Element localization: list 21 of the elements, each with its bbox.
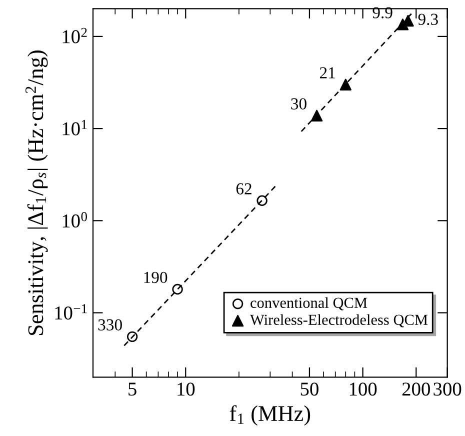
x-tick-label: 200 [402,382,430,396]
annotation: 9.3 [418,14,438,26]
x-tick-label: 100 [350,382,377,396]
annotation: 30 [291,98,306,110]
x-tick-label: 300 [434,382,462,396]
y-tick-label: 10$^{−1}$ [55,304,87,320]
y-tick-label: 10$^{1}$ [62,120,87,136]
x-tick-label: 10 [178,382,195,396]
annotation: 330 [98,319,122,331]
x-axis-title: f$_{1}$ (MHz) [230,405,310,426]
annotation: 62 [236,183,252,194]
legend-label: conventional QCM [250,297,368,310]
x-tick-label: 5 [128,382,136,396]
annotation: 9.9 [372,7,392,18]
x-tick-label: 50 [300,382,318,396]
annotation: 21 [320,67,335,78]
annotation: 190 [144,272,168,284]
y-axis-title: Sensitivity, |Δf$_{1}$/ρ$_{s}$| (Hz·cm$^{2}$/ng) [26,50,48,335]
y-tick-label: 10$^{0}$ [62,212,87,228]
legend-label: Wireless-Electrodeless QCM [250,314,428,328]
y-tick-label: 10$^{2}$ [62,28,87,44]
